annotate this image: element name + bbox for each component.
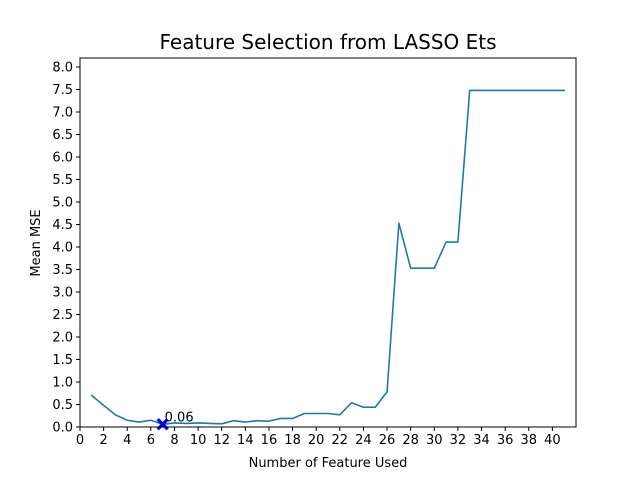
x-tick-label: 38 [520,433,537,448]
series-line-0 [90,89,565,426]
annotation-label: 0.06 [165,410,194,425]
chart-title: Feature Selection from LASSO Ets [159,30,496,54]
y-tick-label: 6.5 [52,128,73,143]
y-tick-label: 5.5 [52,173,73,188]
y-tick-label: 1.0 [52,376,73,391]
x-tick-label: 6 [147,433,155,448]
x-tick-label: 32 [450,433,467,448]
x-tick-label: 34 [473,433,490,448]
x-tick-label: 18 [284,433,301,448]
axes: 0 2 4 6 8 10 12 14 16 18 20 22 24 26 28 30 32 34 36 38 400.0… [52,57,577,448]
minimum-marker [156,418,169,431]
y-tick-label: 4.0 [52,241,73,256]
x-tick-label: 40 [544,433,561,448]
y-tick-label: 6.0 [52,151,73,166]
x-tick-label: 2 [99,433,107,448]
x-tick-label: 30 [426,433,443,448]
x-tick-label: 20 [308,433,325,448]
y-tick-label: 3.5 [52,263,73,278]
y-tick-label: 0.0 [52,421,73,436]
y-tick-label: 1.5 [52,353,73,368]
y-tick-label: 2.0 [52,331,73,346]
x-tick-label: 28 [402,433,419,448]
x-axis-label: Number of Feature Used [249,456,408,471]
x-tick-label: 36 [497,433,514,448]
x-tick-label: 10 [190,433,207,448]
x-tick-label: 14 [237,433,254,448]
y-tick-label: 8.0 [52,61,73,76]
y-tick-label: 7.0 [52,106,73,121]
x-tick-label: 16 [261,433,278,448]
y-tick-label: 5.0 [52,196,73,211]
x-tick-label: 26 [379,433,396,448]
axes-frame [79,57,577,428]
minimum-marker-stroke [156,418,169,431]
x-tick-label: 22 [332,433,349,448]
x-tick-label: 0 [76,433,84,448]
y-tick-label: 4.5 [52,218,73,233]
x-tick-label: 24 [355,433,372,448]
y-tick-label: 3.0 [52,286,73,301]
y-tick-label: 0.5 [52,398,73,413]
y-tick-label: 2.5 [52,308,73,323]
y-axis-label: Mean MSE [29,209,44,276]
plot-area: 0.06 [90,89,565,431]
y-tick-label: 7.5 [52,83,73,98]
x-tick-label: 8 [170,433,178,448]
x-tick-label: 4 [123,433,131,448]
x-tick-label: 12 [213,433,230,448]
